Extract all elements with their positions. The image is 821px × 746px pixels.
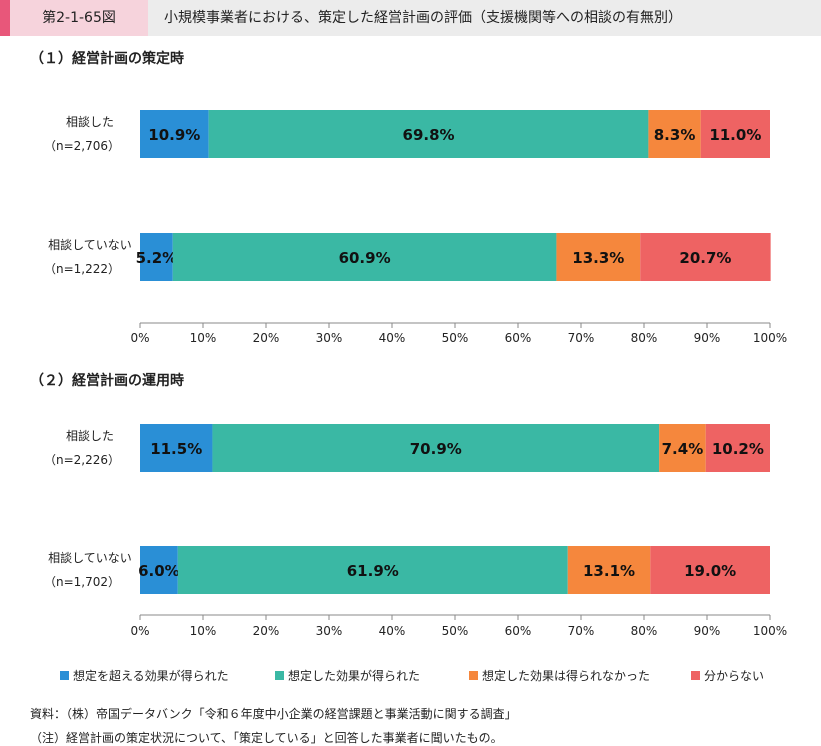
figure-title: 小規模事業者における、策定した経営計画の評価（支援機関等への相談の有無別）: [164, 10, 682, 26]
bar-segment: [140, 110, 209, 158]
legend-label: 想定した効果は得られなかった: [482, 668, 650, 683]
data-label: 20.7%: [679, 249, 731, 267]
x-tick-label: 50%: [442, 331, 469, 345]
x-tick-label: 90%: [694, 331, 721, 345]
category-n-label: （n=1,702）: [44, 575, 120, 589]
data-label: 11.0%: [709, 126, 761, 144]
bar-segment: [705, 424, 770, 472]
category-label: 相談した: [66, 114, 114, 129]
bar-segment: [172, 233, 557, 281]
x-tick-label: 100%: [753, 331, 787, 345]
x-tick-label: 10%: [190, 331, 217, 345]
data-label: 13.3%: [572, 249, 624, 267]
x-tick-label: 70%: [568, 624, 595, 638]
category-label: 相談した: [66, 428, 114, 443]
legend-label: 想定した効果が得られた: [288, 668, 420, 683]
x-tick-label: 30%: [316, 331, 343, 345]
x-tick-label: 40%: [379, 624, 406, 638]
legend-swatch: [469, 671, 478, 680]
x-tick-label: 80%: [631, 331, 658, 345]
x-tick-label: 100%: [753, 624, 787, 638]
x-tick-label: 70%: [568, 331, 595, 345]
header-accent-bar: [0, 0, 10, 36]
bar-segment: [640, 233, 771, 281]
bar-segment: [700, 110, 770, 158]
data-label: 8.3%: [654, 126, 696, 144]
data-label: 69.8%: [403, 126, 455, 144]
legend-label: 分からない: [704, 669, 764, 683]
x-tick-label: 10%: [190, 624, 217, 638]
data-label: 10.2%: [712, 440, 764, 458]
bar-segment: [648, 110, 701, 158]
x-tick-label: 20%: [253, 624, 280, 638]
bar-segment: [567, 546, 651, 594]
bar-segment: [659, 424, 706, 472]
data-label: 19.0%: [684, 562, 736, 580]
chart-2-title: （２）経営計画の運用時: [30, 373, 184, 389]
legend-swatch: [691, 671, 700, 680]
bar-segment: [212, 424, 660, 472]
category-label: 相談していない: [48, 237, 132, 252]
bar-segment: [140, 233, 173, 281]
chart-1-title: （１）経営計画の策定時: [30, 51, 184, 67]
data-label: 6.0%: [138, 562, 180, 580]
data-label: 13.1%: [583, 562, 635, 580]
x-tick-label: 30%: [316, 624, 343, 638]
x-tick-label: 50%: [442, 624, 469, 638]
bar-segment: [140, 424, 213, 472]
x-tick-label: 90%: [694, 624, 721, 638]
legend-label: 想定を超える効果が得られた: [73, 668, 229, 683]
data-label: 11.5%: [150, 440, 202, 458]
data-label: 7.4%: [662, 440, 704, 458]
legend-swatch: [275, 671, 284, 680]
bar-segment: [556, 233, 641, 281]
figure-header: 第2-1-65図 小規模事業者における、策定した経営計画の評価（支援機関等への相…: [0, 0, 821, 36]
bar-segment: [208, 110, 649, 158]
bar-segment: [650, 546, 770, 594]
source-note: 資料：（株）帝国データバンク「令和６年度中小企業の経営課題と事業活動に関する調査…: [30, 707, 517, 721]
x-tick-label: 0%: [130, 331, 149, 345]
bar-segment: [177, 546, 568, 594]
x-tick-label: 0%: [130, 624, 149, 638]
data-label: 60.9%: [339, 249, 391, 267]
data-label: 70.9%: [410, 440, 462, 458]
data-label: 61.9%: [347, 562, 399, 580]
legend-swatch: [60, 671, 69, 680]
data-label: 5.2%: [136, 249, 178, 267]
bar-segment: [140, 546, 178, 594]
x-tick-label: 40%: [379, 331, 406, 345]
category-n-label: （n=1,222）: [44, 262, 120, 276]
x-tick-label: 20%: [253, 331, 280, 345]
figure-number: 第2-1-65図: [10, 0, 148, 36]
category-n-label: （n=2,226）: [44, 453, 120, 467]
data-label: 10.9%: [148, 126, 200, 144]
x-tick-label: 80%: [631, 624, 658, 638]
x-tick-label: 60%: [505, 624, 532, 638]
category-label: 相談していない: [48, 550, 132, 565]
category-n-label: （n=2,706）: [44, 139, 120, 153]
x-tick-label: 60%: [505, 331, 532, 345]
footnote: （注）経営計画の策定状況について、「策定している」と回答した事業者に聞いたもの。: [30, 731, 503, 745]
